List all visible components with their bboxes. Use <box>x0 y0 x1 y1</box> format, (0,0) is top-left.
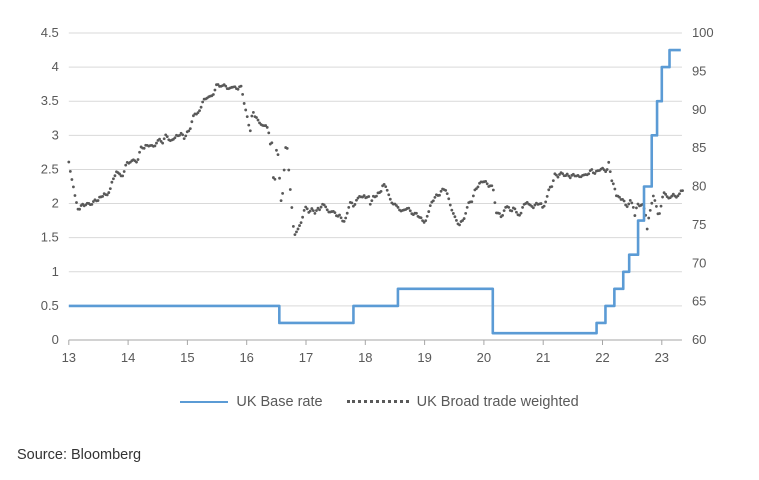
svg-text:19: 19 <box>417 350 431 365</box>
svg-text:23: 23 <box>655 350 669 365</box>
svg-text:3.5: 3.5 <box>41 93 59 108</box>
svg-text:15: 15 <box>180 350 194 365</box>
svg-text:60: 60 <box>692 332 706 347</box>
svg-text:20: 20 <box>477 350 491 365</box>
svg-text:2: 2 <box>52 196 59 211</box>
svg-text:65: 65 <box>692 294 706 309</box>
svg-text:13: 13 <box>62 350 76 365</box>
svg-text:4: 4 <box>52 59 59 74</box>
svg-text:1: 1 <box>52 264 59 279</box>
svg-text:16: 16 <box>239 350 253 365</box>
svg-text:0: 0 <box>52 332 59 347</box>
svg-text:18: 18 <box>358 350 372 365</box>
svg-text:4.5: 4.5 <box>41 25 59 40</box>
svg-text:0.5: 0.5 <box>41 298 59 313</box>
svg-text:3: 3 <box>52 127 59 142</box>
svg-text:1.5: 1.5 <box>41 230 59 245</box>
svg-text:70: 70 <box>692 255 706 270</box>
svg-text:100: 100 <box>692 25 714 40</box>
svg-text:17: 17 <box>299 350 313 365</box>
svg-text:22: 22 <box>595 350 609 365</box>
svg-text:14: 14 <box>121 350 135 365</box>
svg-text:95: 95 <box>692 63 706 78</box>
svg-text:85: 85 <box>692 140 706 155</box>
svg-text:90: 90 <box>692 102 706 117</box>
svg-text:2.5: 2.5 <box>41 161 59 176</box>
svg-text:75: 75 <box>692 217 706 232</box>
svg-text:21: 21 <box>536 350 550 365</box>
svg-text:80: 80 <box>692 179 706 194</box>
